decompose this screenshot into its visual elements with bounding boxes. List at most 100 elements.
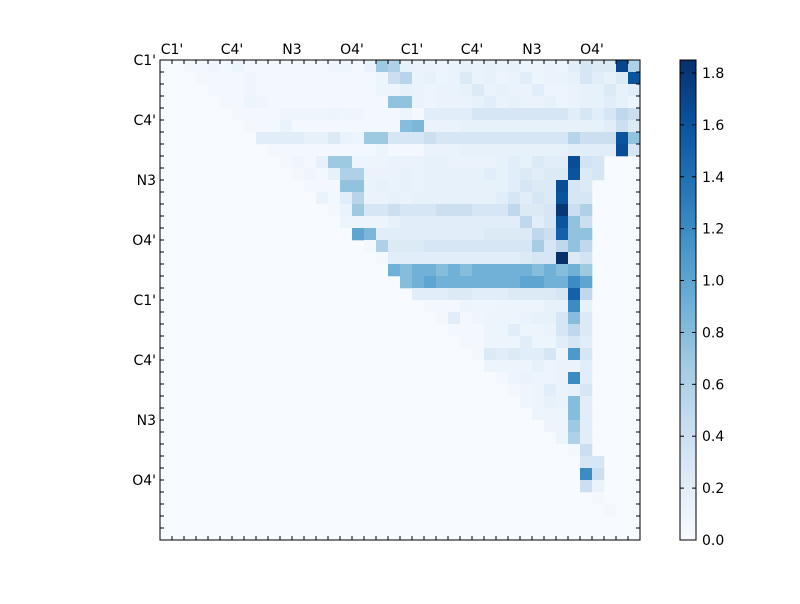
heatmap-cell bbox=[424, 168, 437, 181]
heatmap-cell bbox=[520, 84, 533, 97]
heatmap-cell bbox=[556, 276, 569, 289]
heatmap-cell bbox=[472, 324, 485, 337]
heatmap-cell bbox=[460, 144, 473, 157]
heatmap-cell bbox=[616, 72, 629, 85]
heatmap-cell bbox=[208, 60, 221, 73]
heatmap-cell bbox=[448, 60, 461, 73]
heatmap-cell bbox=[520, 276, 533, 289]
x-tick-label: C1' bbox=[401, 42, 424, 58]
heatmap-cell bbox=[532, 396, 545, 409]
heatmap-cell bbox=[628, 84, 641, 97]
heatmap-cell bbox=[592, 144, 605, 157]
heatmap-cell bbox=[568, 228, 581, 241]
heatmap-cell bbox=[340, 168, 353, 181]
heatmap-cell bbox=[520, 252, 533, 265]
heatmap-cell bbox=[400, 264, 413, 277]
heatmap-cell bbox=[520, 288, 533, 301]
heatmap-cell bbox=[352, 132, 365, 145]
heatmap-cell bbox=[388, 72, 401, 85]
heatmap-cell bbox=[244, 72, 257, 85]
heatmap-cell bbox=[568, 420, 581, 433]
heatmap-cell bbox=[424, 72, 437, 85]
heatmap-cell bbox=[424, 204, 437, 217]
heatmap-cell bbox=[472, 84, 485, 97]
heatmap-cell bbox=[568, 360, 581, 373]
heatmap-cell bbox=[544, 132, 557, 145]
heatmap-cell bbox=[544, 168, 557, 181]
heatmap-cell bbox=[484, 336, 497, 349]
heatmap-cell bbox=[376, 180, 389, 193]
heatmap-cell bbox=[556, 360, 569, 373]
heatmap-cell bbox=[532, 384, 545, 397]
heatmap-cell bbox=[388, 108, 401, 121]
heatmap-cell bbox=[508, 312, 521, 325]
heatmap-cell bbox=[496, 204, 509, 217]
heatmap-cell bbox=[496, 168, 509, 181]
heatmap-cell bbox=[448, 84, 461, 97]
heatmap-cell bbox=[496, 372, 509, 385]
heatmap-cell bbox=[496, 252, 509, 265]
heatmap-cell bbox=[472, 240, 485, 253]
heatmap-cell bbox=[544, 276, 557, 289]
heatmap-cell bbox=[424, 60, 437, 73]
heatmap-cell bbox=[544, 324, 557, 337]
heatmap-cell bbox=[544, 108, 557, 121]
heatmap-cell bbox=[364, 60, 377, 73]
heatmap-cell bbox=[412, 132, 425, 145]
heatmap-cell bbox=[388, 84, 401, 97]
heatmap-cell bbox=[376, 132, 389, 145]
heatmap-cell bbox=[520, 108, 533, 121]
heatmap-cell bbox=[232, 84, 245, 97]
heatmap-cell bbox=[376, 60, 389, 73]
heatmap-cell bbox=[472, 300, 485, 313]
heatmap-cell bbox=[460, 324, 473, 337]
heatmap-cell bbox=[436, 132, 449, 145]
heatmap-cell bbox=[556, 420, 569, 433]
heatmap-cell bbox=[388, 216, 401, 229]
heatmap-cell bbox=[532, 240, 545, 253]
heatmap-cell bbox=[496, 144, 509, 157]
heatmap-cell bbox=[508, 120, 521, 133]
heatmap-cell bbox=[316, 156, 329, 169]
heatmap-cell bbox=[340, 72, 353, 85]
heatmap-cell bbox=[508, 180, 521, 193]
heatmap-cell bbox=[460, 276, 473, 289]
heatmap-cell bbox=[292, 168, 305, 181]
heatmap-cell bbox=[520, 216, 533, 229]
heatmap-cell bbox=[412, 204, 425, 217]
heatmap-cell bbox=[400, 84, 413, 97]
heatmap-cell bbox=[544, 336, 557, 349]
heatmap-cell bbox=[532, 144, 545, 157]
heatmap-cell bbox=[544, 204, 557, 217]
heatmap-cell bbox=[628, 120, 641, 133]
heatmap-cell bbox=[316, 168, 329, 181]
heatmap-cell bbox=[388, 264, 401, 277]
heatmap-cell bbox=[544, 372, 557, 385]
heatmap-cell bbox=[340, 180, 353, 193]
heatmap-cell bbox=[328, 144, 341, 157]
heatmap-cell bbox=[544, 264, 557, 277]
heatmap-cell bbox=[424, 108, 437, 121]
heatmap-cell bbox=[280, 60, 293, 73]
heatmap-cell bbox=[436, 192, 449, 205]
heatmap-cell bbox=[292, 120, 305, 133]
heatmap-cell bbox=[436, 60, 449, 73]
heatmap-cell bbox=[424, 240, 437, 253]
heatmap-cell bbox=[496, 156, 509, 169]
heatmap-cell bbox=[280, 132, 293, 145]
heatmap-cell bbox=[436, 288, 449, 301]
heatmap-cell bbox=[628, 144, 641, 157]
x-tick-label: N3 bbox=[282, 42, 301, 58]
heatmap-cell bbox=[352, 96, 365, 109]
heatmap-cell bbox=[412, 288, 425, 301]
heatmap-cell bbox=[424, 228, 437, 241]
heatmap-cell bbox=[508, 384, 521, 397]
heatmap-cell bbox=[460, 288, 473, 301]
heatmap-cell bbox=[436, 108, 449, 121]
colorbar-tick-label: 0.2 bbox=[702, 481, 724, 497]
heatmap-cell bbox=[544, 420, 557, 433]
y-tick-label: O4' bbox=[132, 233, 156, 249]
heatmap-cell bbox=[604, 72, 617, 85]
heatmap-cell bbox=[400, 156, 413, 169]
heatmap-cell bbox=[352, 216, 365, 229]
